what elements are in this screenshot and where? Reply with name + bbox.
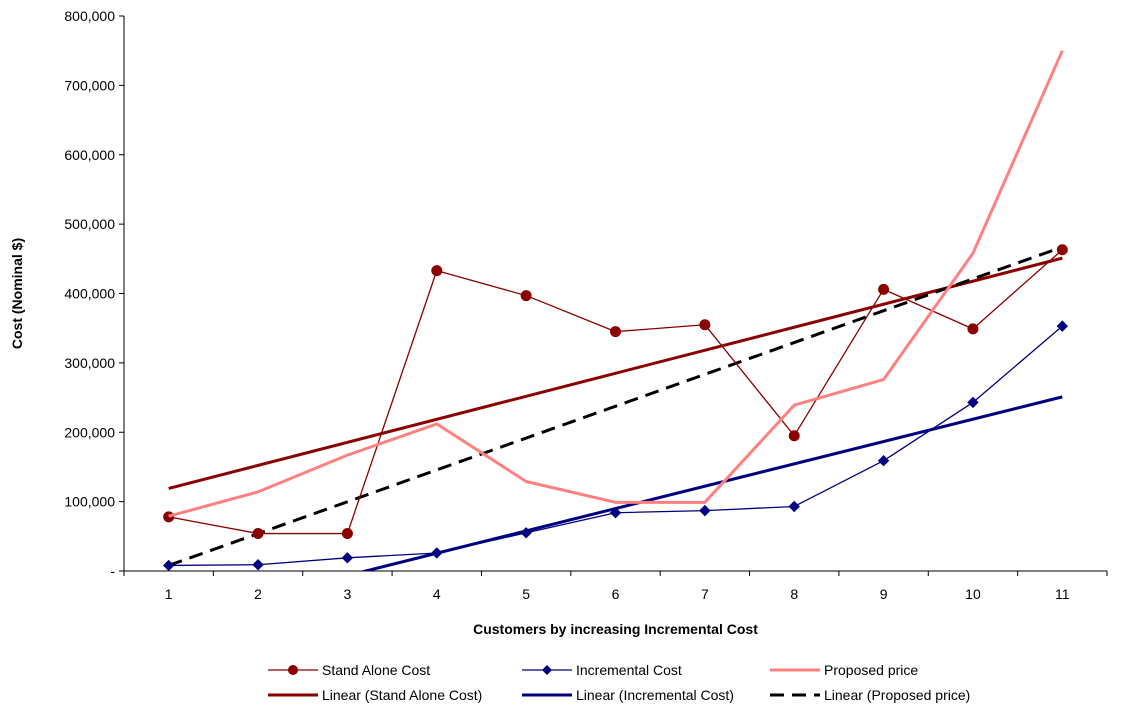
legend-label: Incremental Cost <box>576 662 682 678</box>
data-point-0 <box>164 512 174 522</box>
x-tick-label: 11 <box>1055 586 1070 602</box>
legend-label: Proposed price <box>824 662 918 678</box>
data-point-1 <box>164 560 174 570</box>
legend-marker <box>542 665 552 675</box>
y-axis-title: Cost (Nominal $) <box>9 238 25 349</box>
legend-marker <box>288 665 298 675</box>
x-tick-label: 3 <box>344 586 352 602</box>
data-point-0 <box>611 327 621 337</box>
y-tick-label: 400,000 <box>64 286 115 302</box>
data-point-1 <box>432 548 442 558</box>
x-tick-label: 7 <box>701 586 709 602</box>
x-tick-label: 8 <box>790 586 798 602</box>
y-tick-label: 800,000 <box>64 8 115 24</box>
y-tick-label: 600,000 <box>64 147 115 163</box>
x-tick-label: 1 <box>165 586 173 602</box>
data-point-1 <box>342 553 352 563</box>
legend-label: Linear (Incremental Cost) <box>576 687 734 703</box>
x-axis-title: Customers by increasing Incremental Cost <box>473 621 758 637</box>
series-line-2 <box>169 51 1063 517</box>
trendline-0 <box>169 258 1063 488</box>
data-point-0 <box>1057 245 1067 255</box>
data-point-0 <box>521 291 531 301</box>
data-point-0 <box>700 320 710 330</box>
legend-label: Linear (Stand Alone Cost) <box>322 687 482 703</box>
y-tick-label: 500,000 <box>64 216 115 232</box>
data-point-1 <box>789 501 799 511</box>
x-tick-label: 10 <box>965 586 981 602</box>
data-point-1 <box>879 456 889 466</box>
y-tick-label: 100,000 <box>64 494 115 510</box>
data-point-0 <box>253 529 263 539</box>
data-point-0 <box>879 284 889 294</box>
data-point-0 <box>342 529 352 539</box>
data-point-0 <box>968 324 978 334</box>
data-point-0 <box>789 431 799 441</box>
data-point-1 <box>253 560 263 570</box>
data-point-1 <box>700 506 710 516</box>
x-tick-label: 9 <box>880 586 888 602</box>
series-line-1 <box>169 326 1063 565</box>
legend-label: Stand Alone Cost <box>322 662 430 678</box>
data-point-0 <box>432 266 442 276</box>
y-tick-label: 700,000 <box>64 77 115 93</box>
y-tick-label: 200,000 <box>64 424 115 440</box>
x-tick-label: 6 <box>612 586 620 602</box>
y-tick-label: 300,000 <box>64 355 115 371</box>
y-tick-label: - <box>110 563 115 579</box>
x-tick-label: 2 <box>254 586 262 602</box>
legend-label: Linear (Proposed price) <box>824 687 970 703</box>
x-tick-label: 5 <box>522 586 530 602</box>
x-tick-label: 4 <box>433 586 441 602</box>
